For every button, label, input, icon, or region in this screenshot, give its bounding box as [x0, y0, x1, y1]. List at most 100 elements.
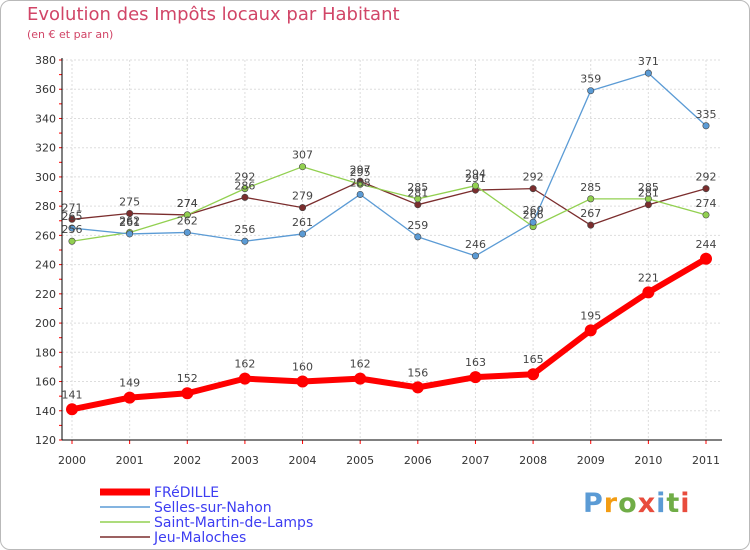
- data-label: 256: [62, 223, 83, 236]
- series-line-1: [71, 72, 707, 257]
- data-point: [414, 233, 422, 241]
- data-point: [241, 185, 249, 193]
- data-point: [354, 372, 367, 385]
- data-point: [299, 204, 307, 212]
- data-point: [356, 190, 364, 198]
- data-point: [68, 237, 76, 245]
- data-label: 307: [292, 149, 313, 162]
- data-point: [411, 381, 424, 394]
- data-label: 152: [177, 372, 198, 385]
- data-point: [702, 122, 710, 130]
- logo-letter: t: [666, 488, 681, 519]
- data-label: 297: [350, 163, 371, 176]
- legend-label: Saint-Martin-de-Lamps: [154, 515, 313, 531]
- data-point: [66, 403, 78, 416]
- y-tick-label: 120: [35, 434, 56, 447]
- data-label: 195: [580, 309, 601, 322]
- logo-letter: i: [680, 488, 691, 519]
- data-label: 288: [350, 176, 371, 189]
- data-point: [702, 185, 710, 193]
- data-point: [702, 211, 710, 219]
- data-label: 281: [407, 187, 428, 200]
- data-label: 292: [696, 171, 717, 184]
- x-tick-label: 2000: [58, 454, 86, 467]
- data-label: 285: [580, 181, 601, 194]
- y-tick-label: 260: [35, 229, 56, 242]
- series-line-2: [71, 166, 707, 242]
- axis-layer: 120 140 160 180 200 220 240 260 280 300 320 340 360 3…: [35, 54, 722, 467]
- data-label: 156: [407, 366, 428, 379]
- x-tick-label: 2007: [461, 454, 489, 467]
- data-label: 267: [580, 207, 601, 220]
- data-point: [529, 185, 537, 193]
- data-point: [299, 163, 307, 171]
- data-label: 265: [62, 210, 83, 223]
- data-point: [126, 209, 134, 217]
- data-label: 274: [696, 197, 717, 210]
- data-point: [587, 87, 595, 95]
- data-point: [241, 193, 249, 201]
- data-label: 295: [350, 166, 371, 179]
- data-point: [68, 215, 76, 223]
- legend-label: FRéDILLE: [154, 485, 219, 501]
- data-label: 261: [119, 216, 140, 229]
- logo-letter: o: [618, 488, 638, 519]
- y-tick-label: 200: [35, 317, 56, 330]
- chart-title: Evolution des Impôts locaux par Habitant: [27, 4, 400, 25]
- x-tick-label: 2009: [577, 454, 605, 467]
- data-label: 292: [523, 171, 544, 184]
- data-point: [642, 286, 655, 299]
- data-label: 162: [350, 358, 371, 371]
- y-tick-label: 180: [35, 346, 56, 359]
- data-label: 221: [638, 271, 659, 284]
- data-label: 279: [292, 190, 313, 203]
- data-label: 262: [177, 214, 198, 227]
- y-tick-label: 220: [35, 288, 56, 301]
- data-label: 274: [177, 197, 198, 210]
- data-point: [700, 252, 712, 265]
- data-label: 286: [234, 179, 255, 192]
- data-label: 165: [523, 353, 544, 366]
- data-label: 291: [465, 172, 486, 185]
- data-label: 162: [234, 358, 255, 371]
- data-point: [183, 211, 191, 219]
- legend-label: Jeu-Maloches: [153, 530, 246, 546]
- data-point: [529, 218, 537, 226]
- data-label: 149: [119, 377, 140, 390]
- data-point: [241, 237, 249, 245]
- x-tick-label: 2006: [404, 454, 432, 467]
- data-label: 269: [523, 204, 544, 217]
- data-point: [126, 230, 134, 238]
- y-tick-label: 300: [35, 171, 56, 184]
- data-point: [68, 224, 76, 232]
- data-label: 275: [119, 195, 140, 208]
- data-point: [183, 228, 191, 236]
- logo-letter: i: [656, 488, 667, 519]
- chart-subtitle: (en € et par an): [27, 28, 114, 41]
- y-tick-label: 320: [35, 142, 56, 155]
- data-point: [587, 195, 595, 203]
- data-point: [356, 180, 364, 188]
- series-line-0: [71, 256, 708, 413]
- x-tick-label: 2004: [289, 454, 317, 467]
- data-point: [584, 324, 597, 337]
- logo-letter: r: [603, 488, 619, 519]
- data-label: 262: [119, 214, 140, 227]
- y-tick-label: 140: [35, 405, 56, 418]
- data-point: [527, 368, 540, 381]
- data-point: [414, 201, 422, 209]
- data-label: 371: [638, 55, 659, 68]
- data-label: 359: [580, 73, 601, 86]
- data-point: [296, 375, 309, 388]
- y-tick-label: 280: [35, 200, 56, 213]
- data-label: 285: [638, 181, 659, 194]
- data-point: [471, 252, 479, 260]
- x-tick-label: 2003: [231, 454, 259, 467]
- y-tick-label: 360: [35, 83, 56, 96]
- data-label: 259: [407, 219, 428, 232]
- data-point: [644, 69, 652, 77]
- data-point: [587, 221, 595, 229]
- data-label: 292: [234, 171, 255, 184]
